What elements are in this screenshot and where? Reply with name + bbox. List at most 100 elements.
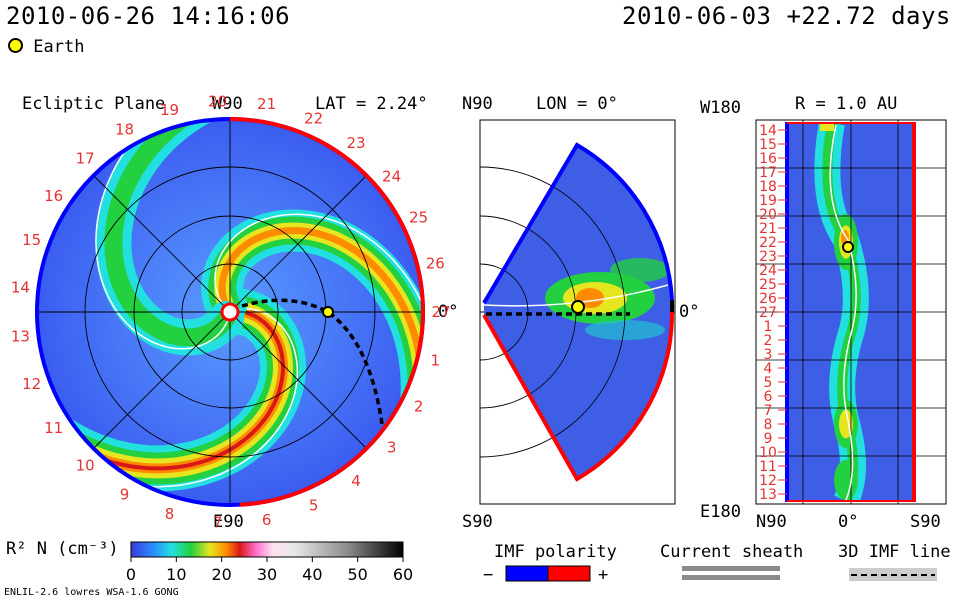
ecliptic-zero-label: 0° xyxy=(438,302,459,322)
radial-ticks: 1415161718192021222324252627123456789101… xyxy=(759,123,787,503)
ecliptic-e90-label: E90 xyxy=(213,512,244,532)
carrington-tick-label: 1 xyxy=(431,352,441,370)
earth-marker-icon xyxy=(8,38,23,53)
radial-tick-label: 23 xyxy=(759,249,777,265)
carrington-tick-label: 23 xyxy=(346,134,365,152)
radial-tick-label: 9 xyxy=(764,431,773,447)
carrington-tick-label: 19 xyxy=(160,101,179,119)
colorbar: 0 10 20 30 40 50 60 xyxy=(126,541,413,584)
radial-top-spot xyxy=(820,123,834,131)
density-arm-1 xyxy=(218,226,423,417)
radial-tick-label: 8 xyxy=(764,417,773,433)
radial-tick-label: 3 xyxy=(764,347,773,363)
carrington-tick-label: 17 xyxy=(76,150,95,168)
radial-tick-label: 5 xyxy=(764,375,773,391)
sheath-line-2 xyxy=(95,119,229,350)
colorbar-tick-label: 30 xyxy=(257,565,277,584)
carrington-tick-label: 13 xyxy=(11,328,30,346)
colorbar-tick-label: 20 xyxy=(211,565,231,584)
radial-tick-label: 16 xyxy=(759,151,777,167)
radial-tick-label: 11 xyxy=(759,459,777,475)
radial-tick-label: 1 xyxy=(764,319,773,335)
radial-tick-label: 18 xyxy=(759,179,777,195)
carrington-tick-label: 9 xyxy=(120,486,130,504)
carrington-tick-label: 5 xyxy=(309,497,319,515)
imf-minus-label: − xyxy=(483,565,494,585)
reference-title: 2010-06-03 +22.72 days xyxy=(622,2,951,30)
colorbar-ticks: 0 10 20 30 40 50 60 xyxy=(126,557,413,584)
meridional-zero-label: 0° xyxy=(679,302,700,322)
radial-tick-label: 14 xyxy=(759,123,777,139)
carrington-tick-label: 24 xyxy=(382,167,401,185)
current-sheath-legend xyxy=(682,566,780,580)
carrington-tick-label: 8 xyxy=(165,505,175,523)
carrington-tick-label: 21 xyxy=(257,95,276,113)
carrington-tick-label: 3 xyxy=(387,439,397,457)
meridional-lon-label: LON = 0° xyxy=(536,94,618,114)
carrington-tick-label: 25 xyxy=(409,208,428,226)
colorbar-tick-label: 50 xyxy=(347,565,367,584)
earth-marker-ecliptic xyxy=(322,306,334,318)
imf-negative-swatch xyxy=(505,565,549,582)
radial-tick-label: 26 xyxy=(759,291,777,307)
carrington-tick-label: 16 xyxy=(44,187,63,205)
imf3d-title: 3D IMF line xyxy=(838,542,951,562)
radial-s90-label: S90 xyxy=(910,512,941,532)
radial-tick-label: 25 xyxy=(759,277,777,293)
radial-tick-label: 21 xyxy=(759,221,777,237)
colorbar-tick-label: 40 xyxy=(302,565,322,584)
colorbar-tick-label: 0 xyxy=(126,565,136,584)
imf3d-legend xyxy=(849,568,937,581)
density-arm-2 xyxy=(104,119,236,347)
density-spirals xyxy=(37,119,423,492)
ecliptic-rim-segments xyxy=(229,117,425,507)
radial-tick-label: 27 xyxy=(759,305,777,321)
colorbar-scale xyxy=(130,541,404,558)
carrington-tick-label: 27 xyxy=(431,303,450,321)
carrington-tick-label: 26 xyxy=(426,254,445,272)
ecliptic-title: Ecliptic Plane xyxy=(22,94,166,114)
meridional-south-rim xyxy=(482,311,675,482)
sheath-swatch-top xyxy=(682,566,780,571)
earth-legend-label: Earth xyxy=(33,37,85,57)
carrington-tick-label: 10 xyxy=(76,457,95,475)
carrington-tick-label: 14 xyxy=(11,279,30,297)
carrington-tick-label: 22 xyxy=(304,109,323,127)
earth-legend: Earth xyxy=(8,37,84,57)
earth-marker-radial xyxy=(842,241,854,253)
meridional-s90-label: S90 xyxy=(462,512,493,532)
radial-n90-label: N90 xyxy=(756,512,787,532)
ecliptic-w90-label: W90 xyxy=(212,94,243,114)
ecliptic-lat-label: LAT = 2.24° xyxy=(315,94,428,114)
rim-positive-sector xyxy=(229,117,425,507)
carrington-tick-label: 6 xyxy=(262,511,272,529)
meridional-n90-label: N90 xyxy=(462,94,493,114)
sheath-line-1 xyxy=(214,213,423,363)
carrington-tick-label: 20 xyxy=(208,92,227,110)
carrington-tick-label: 7 xyxy=(213,514,223,532)
carrington-tick-label: 12 xyxy=(22,375,41,393)
imf-line-3d xyxy=(241,298,384,425)
radial-e180-label: E180 xyxy=(700,502,741,522)
radial-sheath-line xyxy=(829,124,857,501)
earth-marker-meridional xyxy=(571,300,585,314)
radial-zero-label: 0° xyxy=(838,512,859,532)
radial-tick-label: 15 xyxy=(759,137,777,153)
radial-tick-label: 13 xyxy=(759,487,777,503)
meridional-north-rim xyxy=(482,142,674,305)
carrington-tick-label: 11 xyxy=(44,419,63,437)
carrington-tick-label: 18 xyxy=(115,120,134,138)
carrington-tick-label: 15 xyxy=(22,231,41,249)
radial-tick-label: 24 xyxy=(759,263,777,279)
datetime-title: 2010-06-26 14:16:06 xyxy=(6,2,291,30)
current-sheath-title: Current sheath xyxy=(660,542,804,562)
radial-tick-label: 10 xyxy=(759,445,777,461)
radial-tick-label: 22 xyxy=(759,235,777,251)
imf-positive-swatch xyxy=(547,565,591,582)
radial-profile-plot: 1415161718192021222324252627123456789101… xyxy=(755,119,947,505)
colorbar-tick-label: 60 xyxy=(393,565,413,584)
radial-tick-label: 4 xyxy=(764,361,773,377)
radial-w180-label: W180 xyxy=(700,98,741,118)
